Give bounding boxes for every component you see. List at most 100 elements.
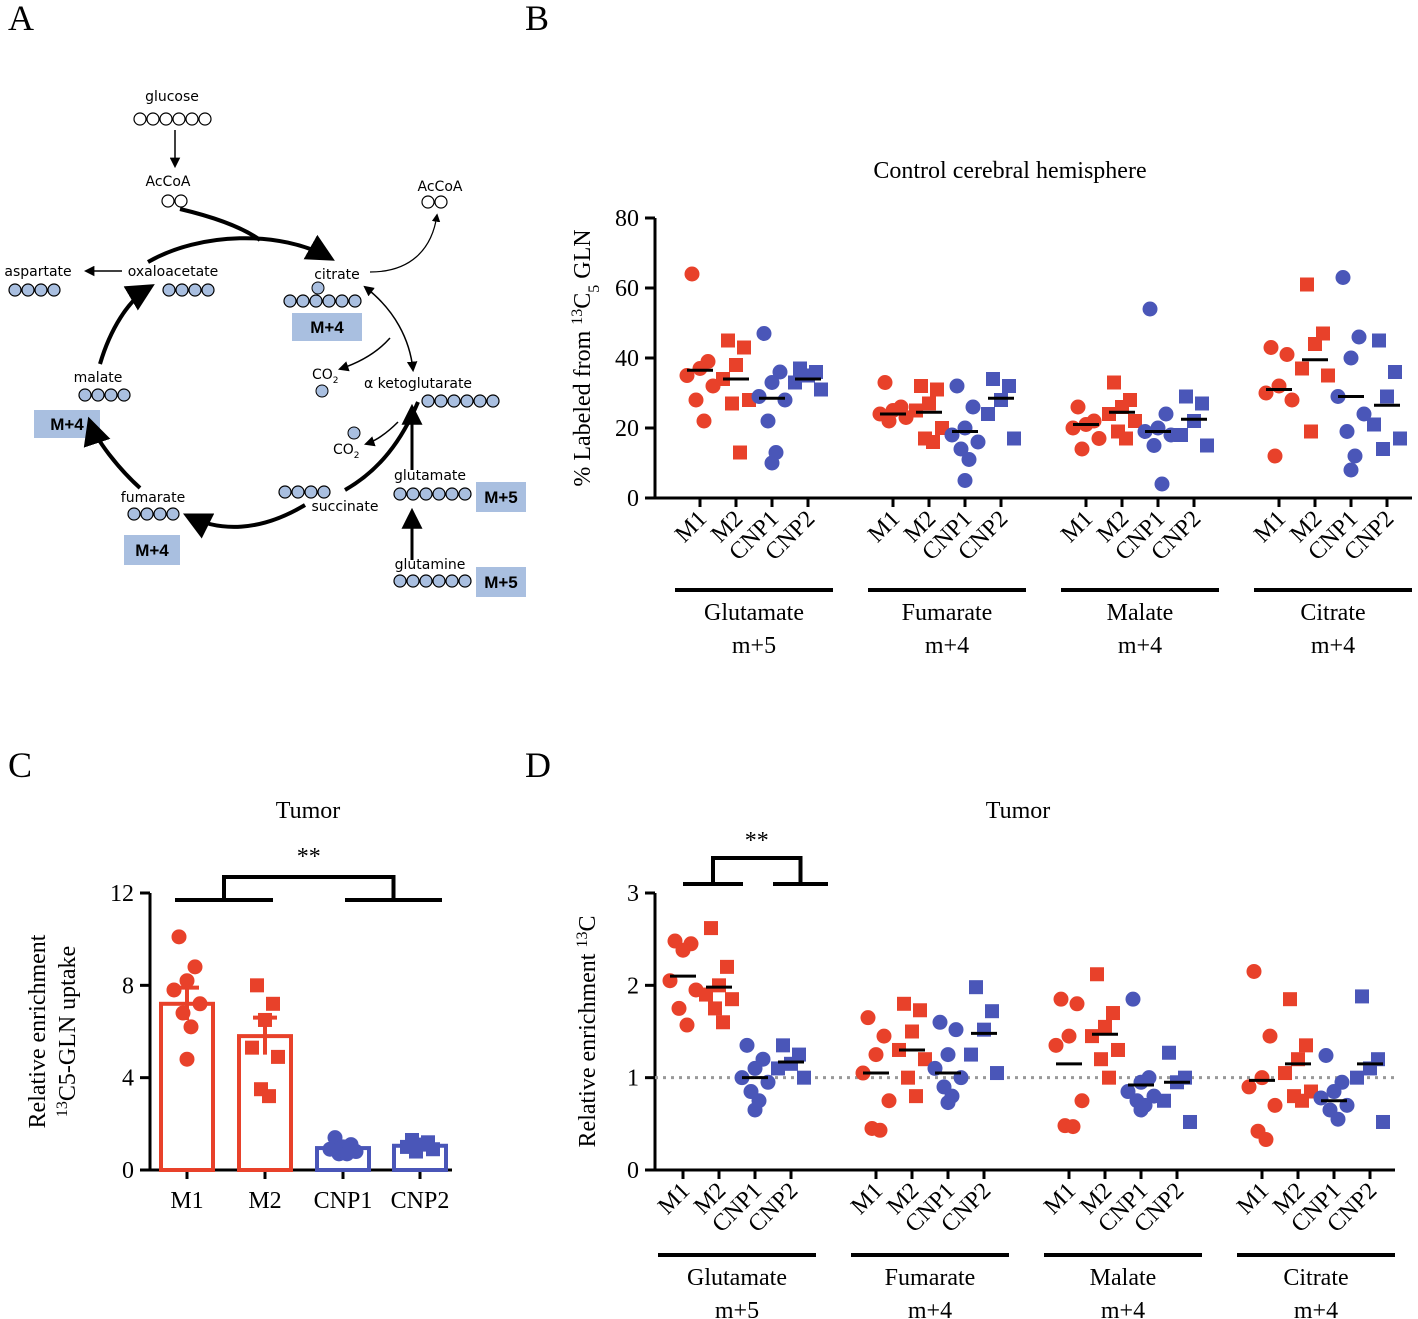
point <box>909 1089 923 1104</box>
bead <box>309 294 323 308</box>
x-tick-label: M1 <box>1232 1178 1274 1220</box>
node-label: malate <box>74 370 123 386</box>
node-label: AcCoA <box>418 179 463 195</box>
point <box>872 1122 888 1138</box>
point <box>868 1047 884 1063</box>
point <box>747 1060 763 1076</box>
tag: M+5 <box>484 573 518 592</box>
y-axis-label-part: 5 <box>586 285 603 293</box>
point <box>716 1015 730 1030</box>
co2-label: CO2 <box>333 442 360 461</box>
node-label: succinate <box>311 499 378 515</box>
y-tick-label: 40 <box>615 346 639 372</box>
bead <box>172 112 186 126</box>
y-axis-label-part: Relative enrichment <box>575 948 601 1148</box>
bead <box>473 394 487 408</box>
point <box>258 1012 272 1027</box>
group-label: Fumarate <box>902 600 993 626</box>
point <box>1061 1028 1077 1044</box>
group-sublabel: m+4 <box>1294 1298 1338 1319</box>
node-label: fumarate <box>121 490 185 506</box>
bead <box>283 294 297 308</box>
tag-box <box>476 482 526 512</box>
point <box>1351 329 1367 345</box>
point <box>1271 378 1287 394</box>
bead <box>421 195 435 209</box>
tag-box <box>124 535 180 565</box>
point <box>1120 1084 1136 1100</box>
tag: M+4 <box>310 318 344 337</box>
point <box>1146 438 1162 453</box>
y-axis-label: 13C5-GLN uptake <box>54 946 82 1117</box>
node-label: AcCoA <box>146 174 191 190</box>
point <box>957 473 973 488</box>
point <box>1119 431 1133 446</box>
point <box>764 375 780 390</box>
bead <box>174 194 188 208</box>
point <box>881 413 897 429</box>
group-label: Malate <box>1107 600 1174 626</box>
point <box>179 1051 195 1067</box>
node-label: glutamate <box>394 468 466 484</box>
point <box>965 399 981 415</box>
y-tick-label: 8 <box>122 973 134 999</box>
point <box>712 978 726 993</box>
point <box>930 382 944 397</box>
x-tick-label: M1 <box>1056 506 1098 548</box>
bead <box>296 294 310 308</box>
point <box>1102 1070 1116 1085</box>
point <box>860 1010 876 1026</box>
y-axis-label-part: 13 <box>569 309 586 325</box>
y-tick-label: 4 <box>122 1066 134 1092</box>
point <box>704 921 718 936</box>
bead <box>291 485 305 499</box>
bead <box>175 283 189 297</box>
point <box>1091 431 1107 446</box>
point <box>1326 1084 1342 1100</box>
bead <box>127 507 141 521</box>
bead <box>162 283 176 297</box>
bead <box>432 487 446 501</box>
group-sublabel: m+5 <box>732 633 776 659</box>
point <box>1187 414 1201 428</box>
bead <box>166 507 180 521</box>
bead <box>140 507 154 521</box>
node-label: glucose <box>145 89 199 105</box>
point <box>901 1070 915 1085</box>
point <box>1278 1066 1292 1081</box>
point <box>940 1095 956 1111</box>
point <box>1295 361 1309 376</box>
point <box>688 392 704 408</box>
point <box>1107 375 1121 390</box>
point <box>994 393 1008 407</box>
point <box>1090 967 1104 982</box>
x-tick-label: M1 <box>1039 1178 1081 1220</box>
bead <box>421 394 435 408</box>
point <box>733 445 747 460</box>
point <box>1258 1132 1274 1148</box>
point <box>909 403 923 418</box>
point <box>1102 407 1116 421</box>
point <box>913 1003 927 1018</box>
point <box>1267 1097 1283 1113</box>
point <box>1074 1093 1090 1109</box>
point <box>1162 1045 1176 1060</box>
point <box>957 420 973 436</box>
y-axis-label-part: 13 <box>54 1101 71 1117</box>
point <box>1183 1114 1197 1129</box>
group-label: Fumarate <box>885 1265 976 1291</box>
point <box>961 452 977 467</box>
x-tick-label: CNP1 <box>314 1188 373 1214</box>
point <box>881 1093 897 1109</box>
group-label: Citrate <box>1283 1265 1348 1291</box>
point <box>1313 1090 1329 1106</box>
panel-label: D <box>525 745 551 785</box>
y-tick-label: 3 <box>627 881 639 907</box>
bead <box>133 112 147 126</box>
point <box>1125 991 1141 1007</box>
bead <box>153 507 167 521</box>
panel-label: A <box>8 0 34 38</box>
point <box>1142 301 1158 317</box>
node-label: oxaloacetate <box>128 264 219 280</box>
point <box>679 1017 695 1033</box>
